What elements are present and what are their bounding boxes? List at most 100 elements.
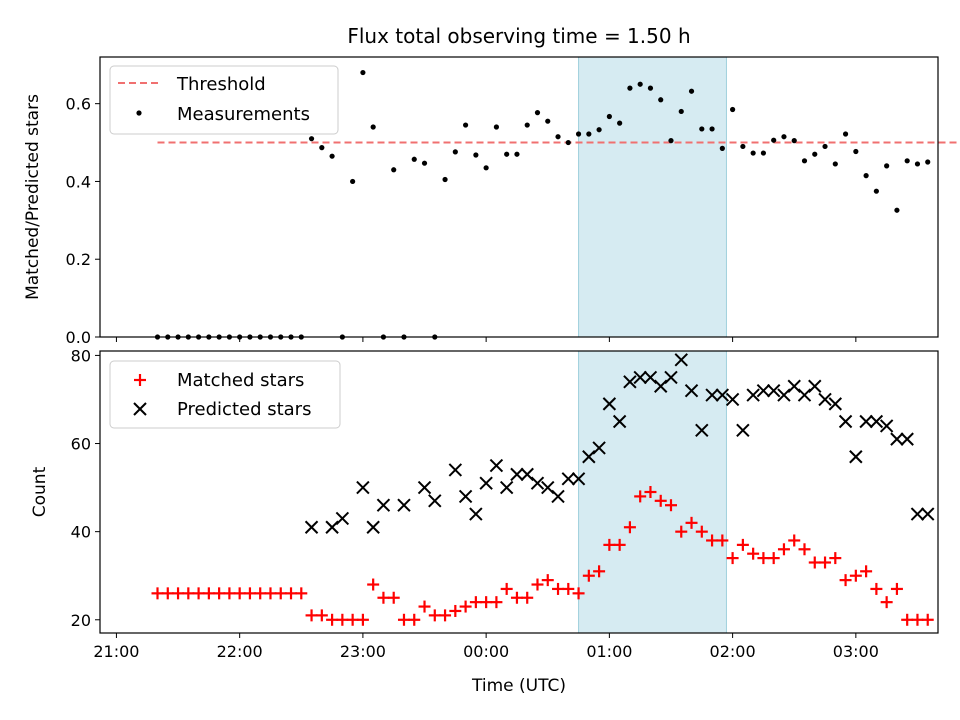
matched-point (459, 600, 472, 613)
predicted-point (417, 480, 432, 495)
matched-point (202, 587, 215, 600)
predicted-point (304, 520, 319, 534)
measurement-point (884, 163, 890, 169)
legend-measurements-label: Measurements (177, 104, 310, 125)
matched-point (685, 516, 698, 529)
predicted-point (900, 432, 914, 446)
measurement-point (678, 108, 684, 115)
predicted-point (869, 414, 884, 429)
predicted-point (325, 520, 339, 534)
bottom-plot-frame (99, 350, 939, 634)
bottom-x-ticks: 21:00 22:00 23:00 00:00 01:00 02:00 03:00 (93, 633, 879, 661)
predicted-point (520, 467, 534, 482)
matched-point (151, 587, 164, 600)
bottom-y-axis-label: Count (30, 466, 50, 517)
measurement-point (606, 113, 612, 120)
predicted-point (397, 498, 411, 512)
matched-point (233, 587, 246, 600)
measurement-point (411, 156, 417, 162)
measurement-point (740, 143, 746, 150)
measurement-point (329, 153, 335, 159)
matched-point (706, 534, 719, 547)
predicted-point (448, 463, 463, 477)
matched-point (326, 613, 339, 626)
matched-point (449, 604, 462, 617)
matched-point (675, 525, 688, 538)
top-marks (154, 56, 959, 340)
predicted-point (561, 472, 576, 486)
measurement-point (699, 126, 705, 132)
top-y-tick-label: 0.0 (66, 328, 91, 347)
predicted-point (499, 480, 514, 495)
x-tick-label: 03:00 (833, 642, 879, 661)
x-tick-label: 23:00 (340, 642, 386, 661)
bottom-y-tick-label: 20 (71, 611, 91, 630)
measurement-point (730, 106, 736, 113)
matched-point (880, 596, 893, 609)
bottom-y-tick-label: 60 (71, 435, 91, 454)
measurement-point (370, 124, 376, 130)
matched-point (397, 613, 410, 626)
predicted-point (766, 383, 781, 398)
measurement-point (617, 120, 623, 126)
matched-point (500, 582, 513, 595)
matched-point (480, 596, 493, 609)
measurement-point (853, 148, 859, 155)
measurement-point (452, 149, 458, 155)
matched-point (767, 552, 780, 565)
predicted-point (489, 458, 504, 473)
predicted-point (910, 507, 925, 521)
matched-point (623, 521, 636, 534)
measurement-point (822, 143, 828, 150)
matched-point (911, 613, 924, 626)
matched-point (603, 538, 616, 551)
x-tick-label: 22:00 (217, 642, 263, 661)
matched-point (572, 587, 585, 600)
measurement-point (914, 161, 921, 167)
matched-point (243, 587, 256, 600)
bottom-y-tick-label: 40 (71, 523, 91, 542)
measurement-point (524, 122, 530, 128)
legend-predicted-swatch (133, 402, 147, 416)
measurement-point (688, 88, 695, 94)
predicted-point (705, 388, 719, 402)
matched-point (387, 591, 400, 604)
top-plot-frame (99, 56, 939, 338)
predicted-point (664, 370, 678, 385)
measurement-point (421, 160, 428, 166)
bottom-y-ticks: 20 40 60 80 (71, 346, 100, 630)
measurement-point (812, 151, 818, 157)
matched-point (408, 613, 421, 626)
predicted-point (602, 397, 617, 411)
measurement-point (760, 150, 767, 156)
measurement-point (719, 145, 725, 151)
predicted-point (458, 489, 473, 504)
predicted-point (376, 498, 391, 512)
top-y-ticks: 0.0 0.2 0.4 0.6 (66, 95, 100, 347)
predicted-point (736, 423, 750, 438)
measurement-point (627, 85, 633, 91)
matched-point (613, 538, 626, 551)
matched-point (901, 613, 914, 626)
predicted-point (715, 388, 730, 402)
top-y-axis-label: Matched/Predicted stars (23, 94, 43, 300)
matched-point (562, 582, 575, 595)
bottom-panel: 20 40 60 80 21:00 22:00 23:00 00:00 01:00 02:00 0… (30, 346, 939, 696)
matched-point (757, 552, 770, 565)
matched-point (890, 582, 903, 595)
matched-point (695, 525, 708, 538)
matched-point (305, 609, 318, 622)
x-axis-label: Time (UTC) (471, 676, 566, 696)
measurement-point (832, 161, 838, 167)
measurement-point (925, 159, 931, 165)
measurement-point (308, 136, 315, 142)
measurement-point (514, 151, 520, 157)
matched-point (870, 582, 883, 595)
measurement-point (647, 85, 654, 91)
matched-point (336, 613, 349, 626)
matched-point (418, 600, 431, 613)
measurement-point (565, 139, 571, 146)
predicted-point (828, 397, 843, 411)
predicted-point (695, 423, 709, 438)
measurement-point (545, 118, 551, 124)
